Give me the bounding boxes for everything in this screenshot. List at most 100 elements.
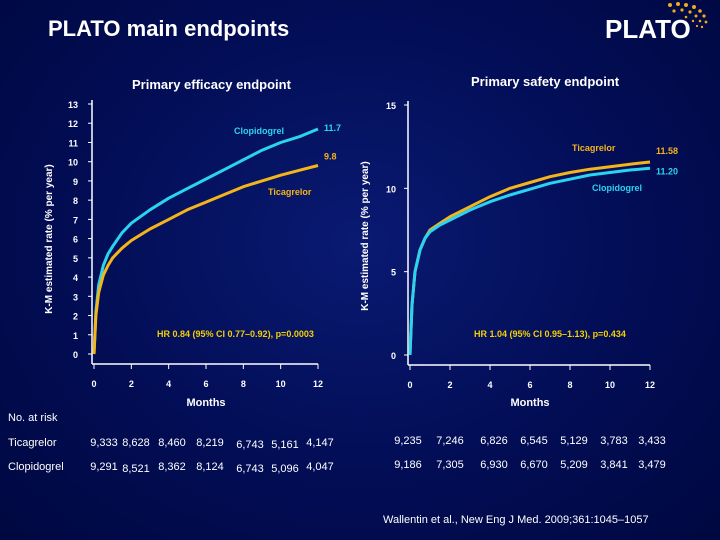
safety-xtick-label-4: 4 [487, 380, 492, 390]
efficacy-x-axis-label: Months [186, 397, 225, 409]
efficacy-ytick-label-6: 6 [73, 235, 78, 245]
slide-title: PLATO main endpoints [48, 16, 290, 41]
efficacy-xtick-label-12: 12 [313, 379, 323, 389]
efficacy-ytick-label-7: 7 [73, 215, 78, 225]
logo-dot-3 [692, 5, 696, 9]
risk-cell-ticagrelor-right-5: 3,783 [600, 435, 628, 447]
risk-cell-clopidogrel-left-5: 5,096 [271, 463, 299, 475]
safety-xtick-label-10: 10 [605, 380, 615, 390]
logo-dot-14 [691, 19, 695, 23]
efficacy-ytick-label-9: 9 [73, 177, 78, 187]
efficacy-ytick-label-5: 5 [73, 254, 78, 264]
logo-dot-9 [688, 10, 692, 14]
safety-chart-title: Primary safety endpoint [471, 74, 620, 89]
safety-ytick-label-0: 0 [391, 351, 396, 361]
safety-ytick-label-10: 10 [386, 184, 396, 194]
safety-series-name-ticagrelor: Ticagrelor [572, 143, 616, 153]
risk-cell-ticagrelor-right-1: 7,246 [436, 435, 464, 447]
risk-cell-ticagrelor-left-3: 8,219 [196, 437, 224, 449]
risk-cell-clopidogrel-right-6: 3,479 [638, 459, 666, 471]
efficacy-chart-title: Primary efficacy endpoint [132, 77, 291, 92]
efficacy-ytick-label-11: 11 [68, 138, 78, 148]
efficacy-xtick-label-10: 10 [276, 379, 286, 389]
risk-cell-ticagrelor-left-6: 4,147 [306, 437, 334, 449]
risk-row-label-clopidogrel: Clopidogrel [8, 461, 64, 473]
risk-row-label-ticagrelor: Ticagrelor [8, 437, 57, 449]
risk-cell-clopidogrel-right-1: 7,305 [436, 459, 464, 471]
risk-cell-ticagrelor-right-2: 6,826 [480, 435, 508, 447]
risk-cell-clopidogrel-left-2: 8,362 [158, 461, 186, 473]
safety-xtick-label-6: 6 [527, 380, 532, 390]
efficacy-ytick-label-3: 3 [73, 292, 78, 302]
safety-ytick-label-5: 5 [391, 268, 396, 278]
logo-dot-5 [702, 14, 706, 18]
risk-cell-ticagrelor-right-3: 6,545 [520, 435, 548, 447]
safety-series-name-clopidogrel: Clopidogrel [592, 183, 642, 193]
safety-xtick-label-8: 8 [567, 380, 572, 390]
efficacy-end-label-clopidogrel: 11.7 [324, 123, 341, 133]
efficacy-ytick-label-1: 1 [73, 331, 78, 341]
logo-dot-4 [698, 9, 702, 13]
efficacy-end-label-ticagrelor: 9.8 [324, 152, 337, 162]
efficacy-xtick-label-2: 2 [129, 379, 134, 389]
safety-end-label-clopidogrel: 11.20 [656, 166, 678, 176]
safety-xtick-label-2: 2 [447, 380, 452, 390]
risk-cell-ticagrelor-left-0: 9,333 [90, 437, 118, 449]
efficacy-ytick-label-10: 10 [68, 158, 78, 168]
logo-dot-15 [695, 24, 699, 28]
efficacy-xtick-label-0: 0 [91, 379, 96, 389]
risk-cell-clopidogrel-left-3: 8,124 [196, 461, 224, 473]
logo-dot-11 [698, 19, 702, 23]
efficacy-ytick-label-8: 8 [73, 196, 78, 206]
risk-cell-clopidogrel-right-5: 3,841 [600, 459, 628, 471]
citation: Wallentin et al., New Eng J Med. 2009;36… [383, 514, 649, 526]
efficacy-xtick-label-8: 8 [241, 379, 246, 389]
risk-cell-clopidogrel-right-2: 6,930 [480, 459, 508, 471]
risk-cell-clopidogrel-left-0: 9,291 [90, 461, 118, 473]
risk-cell-clopidogrel-left-1: 8,521 [122, 463, 150, 475]
risk-cell-ticagrelor-right-6: 3,433 [638, 435, 666, 447]
efficacy-ytick-label-13: 13 [68, 100, 78, 110]
efficacy-series-name-clopidogrel: Clopidogrel [234, 126, 284, 136]
efficacy-line-ticagrelor [92, 164, 319, 355]
risk-cell-clopidogrel-right-0: 9,186 [394, 459, 422, 471]
efficacy-xtick-label-6: 6 [203, 379, 208, 389]
logo-dot-10 [694, 14, 698, 18]
safety-xtick-label-0: 0 [407, 380, 412, 390]
efficacy-ytick-label-2: 2 [73, 312, 78, 322]
plato-logo: PLATO [600, 0, 710, 50]
efficacy-line-clopidogrel [92, 127, 319, 355]
safety-hr-annotation: HR 1.04 (95% CI 0.95–1.13), p=0.434 [474, 329, 626, 339]
risk-cell-ticagrelor-right-0: 9,235 [394, 435, 422, 447]
logo-dot-2 [684, 3, 688, 7]
risk-cell-ticagrelor-left-2: 8,460 [158, 437, 186, 449]
logo-dot-8 [680, 8, 684, 12]
logo-dot-1 [676, 2, 680, 6]
risk-cell-clopidogrel-right-4: 5,209 [560, 459, 588, 471]
safety-ytick-label-15: 15 [386, 101, 396, 111]
risk-cell-clopidogrel-right-3: 6,670 [520, 459, 548, 471]
logo-dots [668, 2, 708, 29]
efficacy-xtick-label-4: 4 [166, 379, 171, 389]
risk-cell-clopidogrel-left-4: 6,743 [236, 463, 264, 475]
safety-line-clopidogrel [408, 166, 651, 356]
efficacy-ytick-label-4: 4 [73, 273, 78, 283]
efficacy-series-name-ticagrelor: Ticagrelor [268, 187, 312, 197]
risk-cell-ticagrelor-left-1: 8,628 [122, 437, 150, 449]
efficacy-ytick-label-0: 0 [73, 350, 78, 360]
risk-cell-ticagrelor-left-4: 6,743 [236, 439, 264, 451]
logo-dot-6 [704, 20, 708, 24]
safety-y-axis-label: K-M estimated rate (% per year) [360, 161, 371, 311]
safety-end-label-ticagrelor: 11.58 [656, 146, 678, 156]
risk-cell-ticagrelor-left-5: 5,161 [271, 439, 299, 451]
efficacy-y-axis-label: K-M estimated rate (% per year) [44, 164, 55, 314]
risk-cell-clopidogrel-left-6: 4,047 [306, 461, 334, 473]
efficacy-hr-annotation: HR 0.84 (95% CI 0.77–0.92), p=0.0003 [157, 329, 314, 339]
logo-dot-12 [700, 25, 704, 29]
logo-text: PLATO [605, 14, 691, 44]
logo-dot-0 [668, 3, 672, 7]
risk-table-header: No. at risk [8, 412, 58, 424]
risk-cell-ticagrelor-right-4: 5,129 [560, 435, 588, 447]
